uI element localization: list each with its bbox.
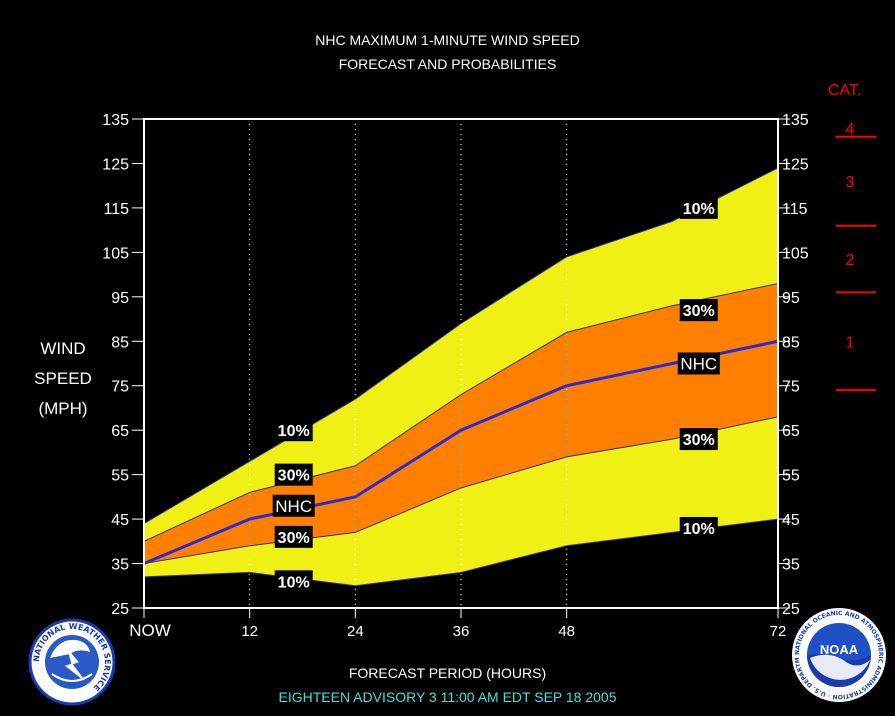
nws-logo: NATIONAL WEATHER SERVICE	[28, 618, 116, 706]
series-line	[143, 282, 779, 542]
x-tick-label: 24	[347, 623, 364, 640]
y-tick-label: 75	[782, 379, 800, 396]
band-label-box	[274, 525, 313, 548]
band-label: 10%	[278, 423, 310, 440]
y-tick-label: 95	[782, 290, 800, 307]
category-label: 2	[846, 252, 855, 269]
chart-title-line2: FORECAST AND PROBABILITIES	[338, 56, 557, 72]
y-tick-label: 105	[782, 245, 809, 262]
band-label-box	[274, 463, 313, 486]
band-label: 10%	[683, 201, 715, 218]
x-tick-label: NOW	[129, 621, 171, 640]
y-axis-label-line2: SPEED	[34, 369, 92, 388]
x-tick-label: 12	[241, 623, 258, 640]
series-line	[143, 416, 779, 565]
y-tick-label: 55	[111, 468, 129, 485]
band-label: 30%	[278, 530, 310, 547]
series-lines	[143, 167, 779, 587]
band-label-box	[679, 516, 718, 539]
y-tick-label: 135	[782, 112, 809, 129]
series-line	[143, 167, 779, 524]
x-tick-label: 48	[558, 623, 575, 640]
x-tick-label: 72	[770, 623, 787, 640]
y-tick-label: 45	[782, 512, 800, 529]
y-tick-label: 35	[111, 557, 129, 574]
y-axis-label-line1: WIND	[40, 339, 86, 358]
band-label: 10%	[278, 574, 310, 591]
y-ticks-right: 25 35 45 55 65 75 85 95 105 115 125 135	[778, 112, 809, 618]
y-tick-label: 125	[102, 156, 129, 173]
band-label: NHC	[680, 355, 717, 374]
y-tick-label: 85	[111, 334, 129, 351]
y-tick-label: 65	[782, 423, 800, 440]
category-label: 4	[846, 121, 855, 138]
category-scale: 4 3 2 1	[836, 121, 876, 392]
advisory-text: EIGHTEEN ADVISORY 3 11:00 AM EDT SEP 18 …	[278, 689, 617, 705]
y-tick-label: 25	[111, 601, 129, 618]
y-axis-label-line3: (MPH)	[38, 399, 88, 418]
band-label-box	[274, 570, 313, 593]
y-tick-label: 25	[782, 601, 800, 618]
band-label-box	[272, 494, 315, 517]
y-tick-label: 55	[782, 468, 800, 485]
y-tick-label: 35	[782, 557, 800, 574]
noaa-logo-text: NOAA	[820, 642, 859, 657]
band-label-box	[679, 428, 718, 451]
band-label: 10%	[683, 521, 715, 538]
band-30-70	[144, 283, 778, 564]
band-label-box	[679, 299, 718, 322]
band-label-box	[679, 196, 718, 219]
x-axis-label: FORECAST PERIOD (HOURS)	[348, 665, 547, 681]
x-tick-label: 36	[453, 623, 470, 640]
y-tick-label: 105	[102, 245, 129, 262]
category-label: 1	[846, 334, 855, 351]
band-label: 30%	[278, 468, 310, 485]
band-labels: 10% 30% NHC 30% 10% 10% 30% NHC 30% 10%	[272, 196, 720, 593]
y-tick-label: 125	[782, 156, 809, 173]
y-tick-label: 75	[111, 379, 129, 396]
y-tick-label: 85	[782, 334, 800, 351]
noaa-logo: NOAA NATIONAL OCEANIC AND ATMOSPHERIC AD…	[790, 606, 886, 702]
y-tick-label: 115	[782, 201, 808, 218]
series-line	[143, 339, 779, 565]
y-tick-label: 65	[111, 423, 129, 440]
band-label: NHC	[275, 497, 312, 516]
category-title: CAT.	[828, 82, 862, 99]
band-label-box	[677, 352, 720, 375]
x-ticks: NOW 12 24 36 48 72	[129, 608, 786, 640]
series-line	[143, 518, 779, 587]
y-ticks-left: 25 35 45 55 65 75 85 95 105 115 125 135	[102, 112, 144, 618]
band-label: 30%	[683, 432, 715, 449]
y-tick-label: 115	[103, 201, 129, 218]
y-tick-label: 45	[111, 512, 129, 529]
category-label: 3	[846, 174, 855, 191]
band-label: 30%	[683, 303, 715, 320]
y-tick-label: 135	[102, 112, 129, 129]
y-tick-label: 95	[111, 290, 129, 307]
band-label-box	[274, 419, 313, 442]
chart-title-line1: NHC MAXIMUM 1-MINUTE WIND SPEED	[315, 32, 580, 48]
